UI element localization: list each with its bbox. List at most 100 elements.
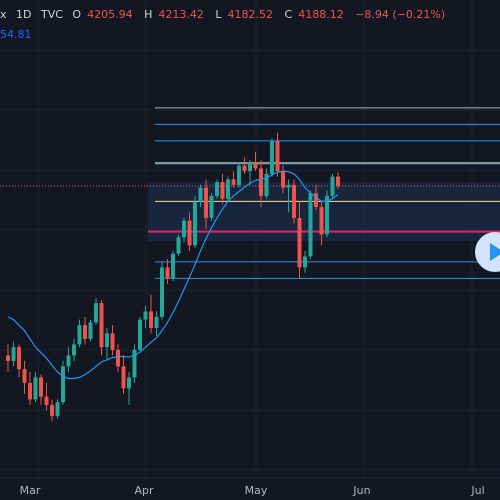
candle[interactable] — [187, 212, 192, 251]
candle[interactable] — [22, 360, 27, 394]
candle[interactable] — [94, 297, 98, 326]
candle[interactable] — [226, 176, 230, 202]
candle[interactable] — [171, 250, 175, 282]
candle[interactable] — [77, 319, 82, 348]
candle-body — [264, 173, 269, 196]
candle[interactable] — [209, 193, 214, 221]
candle[interactable] — [11, 341, 16, 367]
candle[interactable] — [259, 160, 263, 207]
candle-body — [28, 382, 32, 400]
candle[interactable] — [176, 234, 181, 257]
candle[interactable] — [336, 172, 340, 190]
candle-body — [72, 344, 76, 356]
candle-body — [281, 171, 285, 188]
candle[interactable] — [231, 171, 236, 188]
candle[interactable] — [17, 344, 21, 378]
candle-body — [6, 355, 10, 361]
candle-body — [99, 303, 104, 348]
candle-body — [259, 168, 263, 196]
candle[interactable] — [281, 165, 285, 194]
candle-body — [105, 333, 109, 348]
candle-body — [176, 237, 181, 254]
candle[interactable] — [303, 250, 307, 273]
interval-label[interactable]: 1D — [16, 8, 32, 21]
candle[interactable] — [154, 311, 159, 337]
candlestick-series[interactable] — [6, 132, 340, 422]
candle-body — [330, 176, 335, 196]
candle[interactable] — [55, 399, 60, 419]
candle[interactable] — [248, 160, 252, 185]
candle[interactable] — [127, 371, 131, 405]
moving-average-line — [7, 170, 339, 380]
candle[interactable] — [50, 399, 54, 422]
candle[interactable] — [297, 201, 302, 279]
candle[interactable] — [149, 294, 153, 334]
candle[interactable] — [319, 201, 324, 246]
candle[interactable] — [182, 217, 186, 243]
candle[interactable] — [121, 355, 126, 394]
candle[interactable] — [28, 371, 32, 405]
symbol-name[interactable]: x — [0, 8, 7, 21]
candle[interactable] — [308, 190, 313, 260]
candle[interactable] — [193, 195, 197, 249]
candle[interactable] — [39, 374, 43, 405]
change-value: −8.94 (−0.21%) — [355, 8, 446, 21]
candle[interactable] — [72, 338, 76, 361]
candle[interactable] — [242, 157, 247, 174]
candle-body — [143, 311, 148, 320]
candle-body — [242, 165, 247, 172]
candle[interactable] — [110, 325, 115, 356]
candle[interactable] — [215, 179, 219, 199]
candle[interactable] — [6, 344, 10, 372]
candle-body — [193, 201, 197, 246]
candle-body — [325, 195, 329, 235]
candle[interactable] — [253, 151, 258, 172]
candle[interactable] — [33, 371, 38, 403]
candle[interactable] — [237, 162, 241, 188]
close-label: C — [284, 8, 293, 21]
candle[interactable] — [105, 327, 109, 361]
candle[interactable] — [132, 344, 137, 383]
candle[interactable] — [116, 344, 120, 372]
candle-body — [138, 319, 142, 350]
candle[interactable] — [61, 360, 65, 405]
candle[interactable] — [270, 138, 274, 177]
candle[interactable] — [88, 319, 93, 342]
candle[interactable] — [220, 173, 225, 205]
candle-body — [336, 176, 340, 186]
candle-body — [77, 325, 82, 345]
candle[interactable] — [264, 168, 269, 199]
candle-body — [319, 206, 324, 235]
candle[interactable] — [275, 132, 280, 177]
candle-body — [204, 187, 208, 218]
candle[interactable] — [83, 316, 87, 345]
candle[interactable] — [165, 259, 170, 284]
candle[interactable] — [325, 190, 329, 238]
candle-body — [160, 267, 164, 317]
candle[interactable] — [204, 179, 208, 229]
candle[interactable] — [286, 179, 291, 213]
candle-body — [165, 267, 170, 279]
candle[interactable] — [160, 261, 164, 320]
candle[interactable] — [198, 184, 203, 207]
open-value: 4205.94 — [87, 8, 133, 21]
candle-body — [55, 402, 60, 416]
candle[interactable] — [138, 316, 142, 353]
candle-body — [248, 162, 252, 172]
time-axis-label: Jun — [352, 484, 370, 497]
time-axis[interactable]: Mar Apr May Jun Jul — [20, 484, 485, 497]
replay-play-button[interactable] — [475, 232, 500, 272]
candle[interactable] — [330, 173, 335, 199]
close-value: 4188.12 — [298, 8, 344, 21]
candle-body — [149, 311, 153, 328]
candle[interactable] — [44, 382, 49, 411]
candle-body — [303, 256, 307, 268]
candle[interactable] — [99, 300, 104, 356]
candle-body — [110, 333, 115, 350]
candle-body — [83, 325, 87, 339]
open-label: O — [72, 8, 82, 21]
candle[interactable] — [143, 305, 148, 328]
candle[interactable] — [292, 179, 296, 224]
candle[interactable] — [66, 347, 71, 372]
